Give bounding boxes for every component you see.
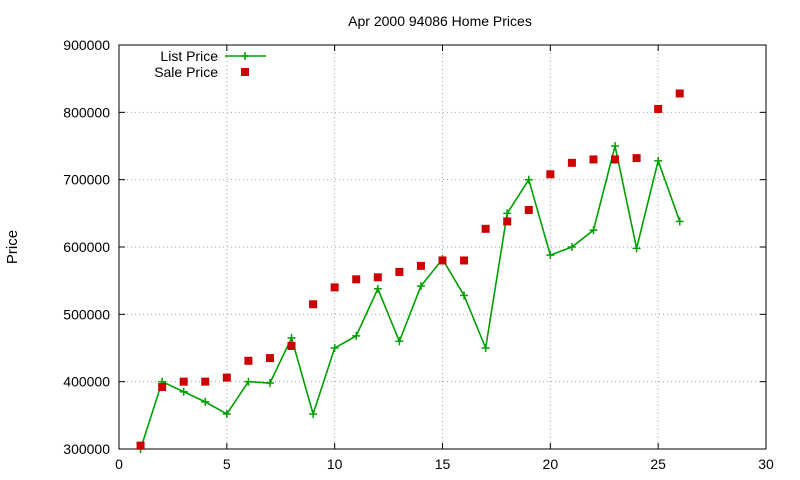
data-point [654,156,663,165]
data-point [416,261,425,270]
data-point [330,283,339,292]
data-point [589,155,598,164]
data-point [309,300,318,309]
data-point [438,256,447,265]
legend-key [241,68,249,76]
data-point [503,217,512,226]
data-point [395,267,404,276]
x-tick-label: 25 [650,456,666,472]
data-point [675,89,684,98]
data-point [287,341,296,350]
data-point [352,275,361,284]
data-point [524,205,533,214]
x-tick-label: 20 [543,456,559,472]
axis-ticks: 0 5 10 15 20 25 30 300000 400000 500000 600000 7000… [63,37,774,472]
y-tick-label: 500000 [63,306,110,322]
data-point [395,337,404,346]
legend-key [225,52,266,60]
series-list-price [136,142,684,453]
data-point [481,344,490,352]
data-point [632,154,641,163]
data-point [675,217,684,226]
y-tick-label: 400000 [63,374,110,390]
data-point [611,155,620,164]
y-axis-label: Price [4,230,21,264]
data-point [352,331,361,340]
data-point [373,284,382,293]
data-point [524,175,533,184]
x-tick-label: 10 [327,456,343,472]
data-point [265,354,274,363]
series [136,89,684,453]
legend-label: List Price [160,48,218,64]
data-point [611,142,620,150]
y-tick-label: 600000 [63,239,110,255]
data-point [309,409,318,418]
data-point [632,244,641,253]
data-point [222,409,231,418]
data-point [546,251,555,260]
data-point [244,377,253,386]
chart-title: Apr 2000 94086 Home Prices [348,13,532,29]
x-tick-label: 15 [435,456,451,472]
y-tick-label: 800000 [63,104,110,120]
data-point [460,291,469,300]
data-point [416,282,425,291]
y-tick-label: 900000 [63,37,110,53]
data-point [460,256,469,265]
grid [119,45,766,449]
series-sale-price [136,89,684,450]
data-point [179,377,188,386]
data-point [481,224,490,233]
data-point [567,158,576,167]
data-point [503,209,512,218]
data-point [373,273,382,282]
data-point [330,344,339,352]
data-point [201,377,210,386]
data-point [654,104,663,113]
data-point [589,226,598,235]
data-point [546,170,555,179]
data-point [222,373,231,382]
data-point [179,387,188,396]
y-tick-label: 700000 [63,172,110,188]
data-point [136,441,145,450]
series-line [139,145,681,450]
data-point [158,383,167,392]
data-point [244,356,253,365]
x-tick-label: 30 [758,456,774,472]
y-tick-label: 300000 [63,441,110,457]
x-tick-label: 5 [223,456,231,472]
x-tick-label: 0 [115,456,123,472]
legend-label: Sale Price [154,64,218,80]
data-point [567,243,576,251]
data-point [265,379,274,388]
data-point [287,333,296,342]
data-point [201,397,210,406]
